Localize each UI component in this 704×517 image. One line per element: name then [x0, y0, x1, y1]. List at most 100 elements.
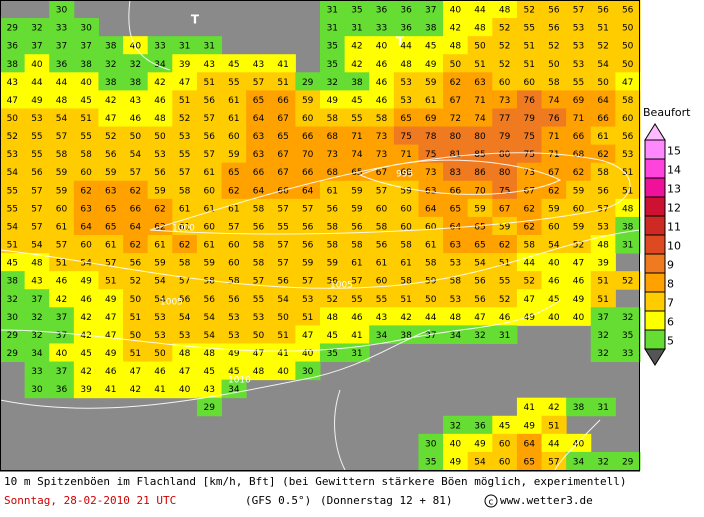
wind-cell [443, 108, 469, 128]
wind-value: 55 [351, 295, 362, 305]
wind-cell [147, 72, 173, 91]
wind-value: 47 [253, 349, 264, 359]
wind-cell [492, 235, 518, 254]
wind-value: 64 [80, 222, 92, 232]
wind-value: 49 [80, 277, 92, 287]
wind-value: 46 [548, 277, 560, 287]
wind-value: 59 [228, 150, 240, 160]
wind-cell [344, 235, 370, 254]
wind-cell [369, 325, 395, 344]
wind-value: 51 [80, 114, 91, 124]
wind-cell [73, 198, 99, 218]
wind-value: 31 [499, 331, 510, 341]
wind-value: 80 [499, 150, 511, 160]
wind-cell [73, 216, 99, 236]
wind-cell [24, 72, 50, 91]
wind-cell [393, 162, 419, 182]
wind-cell [566, 451, 592, 471]
wind-value: 38 [105, 42, 117, 52]
wind-cell [98, 198, 124, 218]
wind-cell [172, 72, 198, 91]
wind-value: 53 [228, 331, 239, 341]
wind-cell [73, 325, 99, 344]
wind-cell [73, 54, 99, 73]
wind-value: 57 [204, 150, 215, 160]
wind-cell [467, 0, 493, 19]
wind-cell [418, 36, 444, 55]
wind-cell [0, 162, 26, 182]
wind-cell [320, 325, 346, 344]
wind-cell [369, 72, 395, 91]
wind-value: 65 [524, 457, 535, 467]
wind-cell [49, 271, 75, 290]
wind-value: 43 [130, 96, 141, 106]
wind-cell [123, 271, 149, 290]
wind-cell [393, 325, 419, 344]
wind-value: 61 [425, 241, 436, 251]
wind-cell [467, 235, 493, 254]
wind-value: 33 [154, 42, 165, 52]
wind-value: 37 [56, 313, 67, 323]
wind-value: 44 [425, 313, 437, 323]
wind-value: 56 [154, 168, 166, 178]
wind-value: 58 [425, 259, 437, 269]
wind-cell [73, 361, 99, 381]
wind-cell [172, 379, 198, 399]
wind-cell [123, 198, 149, 218]
wind-value: 66 [302, 168, 314, 178]
wind-cell [516, 54, 543, 73]
wind-value: 53 [622, 150, 633, 160]
wind-cell [221, 307, 247, 326]
wind-cell [0, 198, 26, 218]
wind-cell [369, 90, 395, 109]
wind-value: 29 [7, 331, 19, 341]
wind-cell [615, 144, 641, 164]
wind-cell [196, 54, 223, 73]
wind-value: 40 [277, 367, 289, 377]
wind-cell [147, 36, 173, 55]
wind-cell [393, 235, 419, 254]
wind-cell [320, 144, 346, 164]
wind-value: 38 [80, 60, 92, 70]
wind-cell [566, 126, 592, 146]
wind-value: 58 [253, 241, 265, 251]
wind-value: 45 [425, 42, 436, 52]
wind-cell [320, 90, 346, 109]
wind-cell [443, 198, 469, 218]
wind-value: 68 [573, 150, 585, 160]
wind-cell [221, 289, 247, 308]
wind-cell [590, 271, 616, 290]
wind-cell [344, 289, 370, 308]
wind-cell [516, 415, 543, 435]
wind-cell [49, 108, 75, 128]
wind-value: 67 [277, 168, 288, 178]
wind-value: 48 [179, 349, 191, 359]
wind-value: 48 [474, 24, 486, 34]
wind-value: 59 [499, 222, 511, 232]
wind-value: 42 [548, 403, 559, 413]
wind-cell [590, 397, 616, 417]
wind-cell [123, 216, 149, 236]
wind-value: 60 [228, 241, 240, 251]
wind-cell [246, 162, 272, 182]
wind-cell [123, 289, 149, 308]
wind-value: 32 [130, 60, 141, 70]
wind-cell [492, 180, 518, 200]
wind-cell [467, 271, 493, 290]
wind-cell [541, 289, 567, 308]
wind-value: 64 [253, 186, 265, 196]
wind-cell [147, 54, 173, 73]
wind-value: 73 [499, 96, 510, 106]
wind-cell [369, 253, 395, 272]
wind-value: 57 [253, 78, 264, 88]
wind-value: 56 [622, 6, 634, 16]
wind-value: 43 [376, 313, 387, 323]
date: Sonntag, 28-02-2010 21 UTC [4, 494, 176, 507]
wind-value: 51 [499, 259, 510, 269]
wind-cell [443, 18, 469, 37]
wind-value: 71 [548, 150, 559, 160]
wind-value: 52 [524, 277, 535, 287]
wind-cell [541, 397, 567, 417]
wind-cell [295, 235, 321, 254]
wind-cell [73, 144, 99, 164]
